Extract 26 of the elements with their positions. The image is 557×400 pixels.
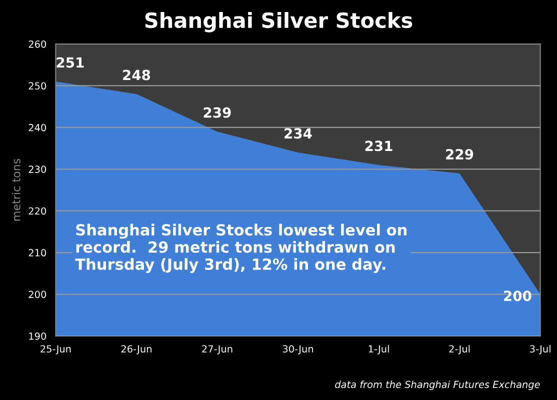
chart-title: Shanghai Silver Stocks: [145, 12, 412, 32]
x-tick-label: 1-Jul: [368, 345, 389, 354]
y-tick-label: 220: [28, 207, 46, 215]
y-tick-label: 190: [29, 332, 46, 340]
y-tick-label: 230: [28, 166, 46, 173]
text: data from the Shanghai Futures Exchange: [335, 380, 540, 390]
data-label: 248: [123, 70, 150, 80]
annotation: Shanghai Silver Stocks lowest level on record. 29 metric tons withdrawn on Thursday (July 3rd), 12% in one day.: [75, 224, 406, 274]
x-tick-label: 27-Jun: [202, 345, 232, 354]
data-label: 234: [284, 128, 312, 139]
data-label: 229: [446, 149, 474, 160]
x-tick-label: 30-Jun: [282, 345, 313, 354]
data-label: 231: [365, 140, 392, 152]
data-label: 251: [56, 57, 84, 68]
y-tick-label: 200: [28, 290, 46, 298]
y-axis-title: metric tons: [12, 158, 20, 221]
y-tick-label: 250: [28, 82, 46, 90]
y-tick-label: 210: [28, 249, 46, 256]
y-tick-label: 240: [28, 124, 46, 132]
x-tick-label: 2-Jul: [449, 345, 470, 354]
data-label: 200: [504, 290, 532, 302]
x-tick-label: 3-Jul: [530, 345, 550, 354]
x-tick-label: 26-Jun: [121, 345, 152, 354]
y-tick-label: 260: [28, 40, 46, 48]
x-tick-label: 25-Jun: [40, 345, 71, 354]
data-label: 239: [204, 107, 231, 118]
